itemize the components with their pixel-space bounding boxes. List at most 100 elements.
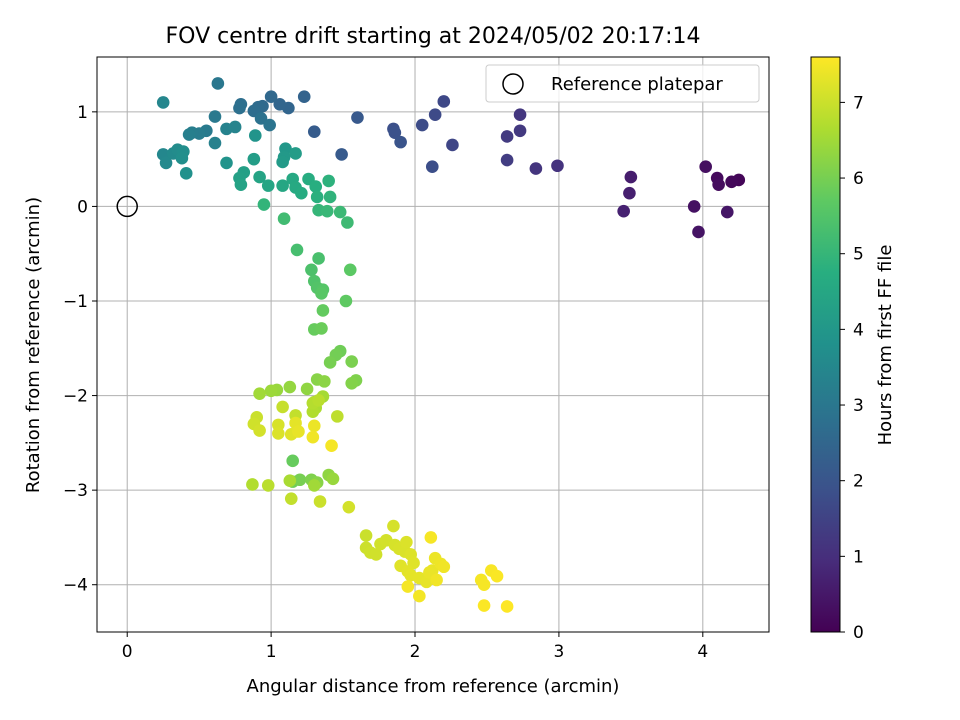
data-point [500, 153, 514, 167]
data-point [286, 454, 300, 468]
data-point [208, 110, 222, 123]
data-point [156, 96, 170, 109]
colorbar-tick-label: 0 [853, 623, 864, 643]
data-point [342, 500, 356, 514]
data-point [500, 600, 514, 613]
colorbar: 0 1 2 3 4 5 6 7 Hours from first FF file [810, 56, 896, 643]
data-point [273, 97, 287, 111]
plot-frame [96, 56, 770, 633]
data-point [359, 529, 373, 542]
legend-label: Reference platepar [551, 74, 723, 95]
data-point [341, 216, 354, 229]
colorbar-gradient [810, 56, 841, 633]
x-axis: 0 1 2 3 4 [122, 632, 708, 662]
data-point [179, 167, 193, 180]
data-point [333, 205, 347, 219]
x-tick-label: 4 [697, 642, 708, 662]
data-point [687, 200, 701, 213]
x-axis-label: Angular distance from reference (arcmin) [247, 676, 620, 697]
legend: Reference platepar [485, 64, 760, 103]
y-axis-label: Rotation from reference (arcmin) [23, 197, 44, 493]
data-point [208, 136, 222, 150]
data-point [351, 111, 364, 124]
y-axis: −4 −3 −2 −1 0 1 [63, 103, 97, 596]
data-point [246, 478, 259, 491]
data-point [623, 186, 636, 200]
data-point [335, 148, 348, 161]
data-point [307, 419, 321, 433]
data-point [220, 156, 233, 170]
data-point [247, 152, 261, 166]
legend-box [485, 64, 760, 103]
data-point [261, 179, 275, 192]
data-point [307, 125, 321, 139]
data-point [415, 118, 429, 132]
data-point [477, 578, 491, 592]
colorbar-tick-label: 6 [853, 169, 864, 189]
x-tick-label: 1 [266, 642, 277, 662]
data-point [234, 178, 248, 191]
data-point [305, 263, 318, 277]
data-point [388, 126, 402, 139]
data-point [284, 492, 298, 505]
data-point [277, 212, 291, 226]
y-tick-label: 0 [77, 197, 88, 217]
data-point [446, 138, 459, 152]
data-point [307, 479, 321, 492]
data-point [425, 160, 439, 174]
data-point [182, 128, 196, 141]
data-point [617, 204, 630, 218]
data-point [292, 425, 305, 438]
data-point [263, 118, 276, 132]
data-point [264, 384, 278, 398]
colorbar-tick-label: 7 [853, 93, 864, 113]
scatter-points [156, 77, 746, 613]
data-point [309, 180, 323, 193]
x-tick-label: 0 [122, 642, 133, 662]
data-point [529, 162, 543, 175]
data-point [624, 170, 638, 184]
data-point [513, 124, 527, 138]
data-point [276, 155, 289, 169]
data-point [295, 186, 308, 200]
data-point [428, 108, 442, 121]
data-point [369, 548, 383, 561]
data-point [159, 156, 173, 170]
data-point [326, 472, 340, 486]
data-point [313, 495, 327, 508]
data-point [322, 174, 335, 188]
data-point [477, 599, 491, 612]
data-point [315, 322, 328, 335]
data-point [233, 101, 246, 115]
data-point [323, 190, 337, 204]
colorbar-label: Hours from first FF file [875, 245, 896, 446]
data-point [413, 589, 426, 603]
data-point [490, 569, 504, 583]
data-point [437, 95, 451, 108]
data-point [272, 427, 285, 440]
data-point [297, 90, 311, 104]
data-point [316, 304, 330, 317]
data-point [276, 400, 289, 414]
data-point [283, 474, 297, 487]
data-point [323, 356, 337, 369]
data-point [248, 129, 262, 142]
data-point [253, 170, 266, 184]
y-tick-label: −2 [63, 387, 88, 407]
chart-title: FOV centre drift starting at 2024/05/02 … [166, 24, 701, 49]
data-point [312, 393, 325, 407]
data-point [264, 90, 278, 104]
colorbar-tick-label: 2 [853, 472, 864, 492]
y-tick-label: 1 [77, 103, 88, 123]
data-point [437, 560, 451, 574]
data-point [401, 580, 415, 593]
data-point [253, 424, 266, 437]
data-point [712, 178, 725, 191]
data-point [513, 108, 527, 121]
data-point [720, 205, 734, 219]
data-point [394, 135, 407, 149]
data-point [300, 382, 314, 396]
y-tick-label: −1 [63, 292, 88, 312]
data-point [315, 287, 328, 300]
